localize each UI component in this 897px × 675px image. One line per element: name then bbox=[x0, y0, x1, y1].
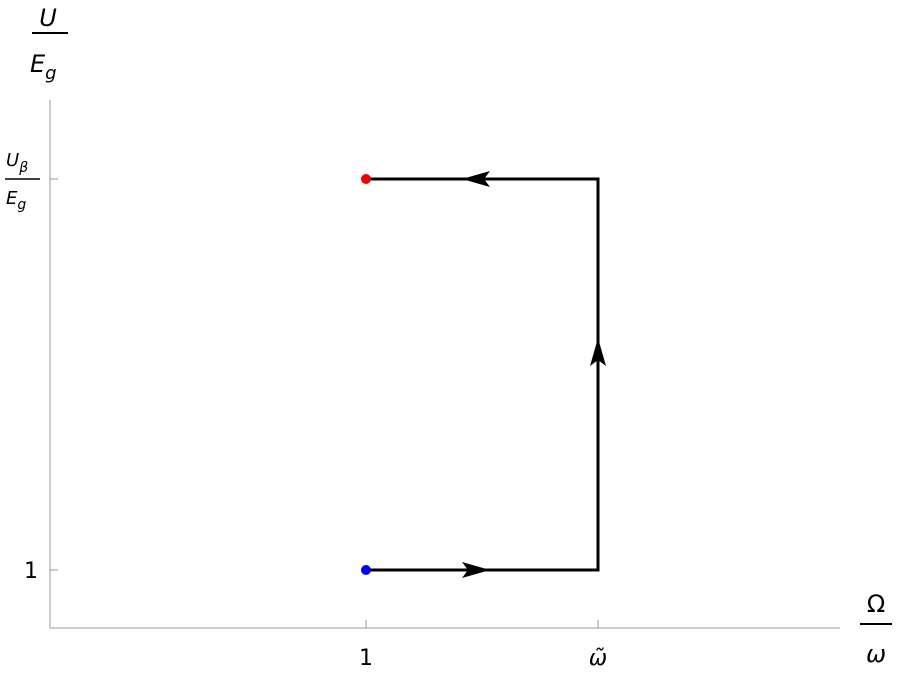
y-label-denominator-sub: g bbox=[45, 63, 56, 84]
y-tick-numerator-base: U bbox=[6, 150, 19, 171]
x-tick-label: 1 bbox=[359, 646, 373, 671]
start-point bbox=[361, 565, 371, 575]
x-label-denominator: ω bbox=[866, 640, 886, 668]
cycle-path bbox=[366, 177, 600, 572]
y-tick-label: 1 bbox=[24, 559, 38, 584]
y-tick-numerator-sub: β bbox=[18, 160, 28, 176]
arrow-left bbox=[462, 171, 490, 187]
y-tick-numerator: Uβ bbox=[6, 150, 28, 176]
end-point bbox=[361, 174, 371, 184]
y-tick-denominator-sub: g bbox=[17, 197, 26, 213]
y-tick-denominator: Eg bbox=[6, 188, 26, 213]
y-label-denominator: Eg bbox=[30, 50, 57, 84]
x-tick-label: ω̃ bbox=[589, 646, 607, 671]
y-label-numerator: U bbox=[39, 4, 57, 32]
x-label-numerator: Ω bbox=[867, 590, 885, 618]
arrow-up bbox=[590, 338, 606, 366]
y-label-denominator-base: E bbox=[30, 50, 46, 78]
y-tick-denominator-base: E bbox=[6, 188, 18, 209]
arrow-right bbox=[462, 562, 490, 578]
